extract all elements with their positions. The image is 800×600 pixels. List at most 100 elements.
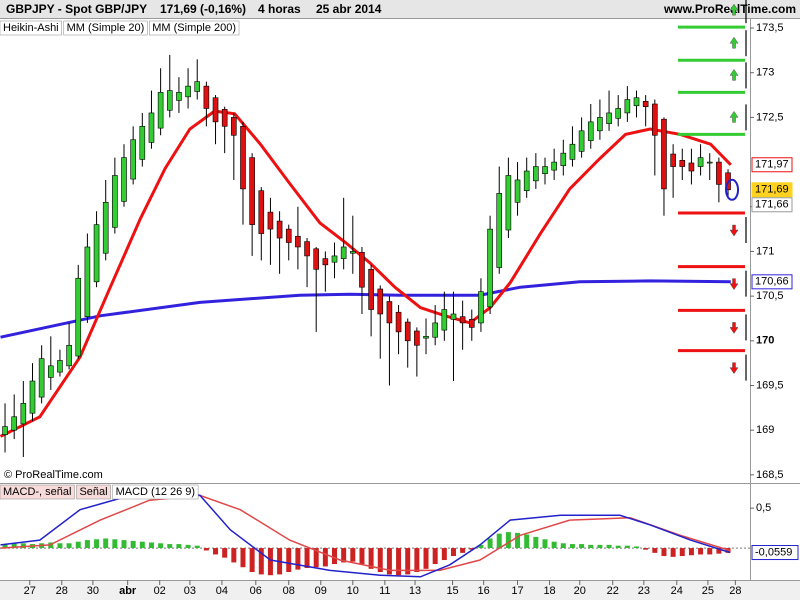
candle-body (29, 380, 36, 414)
candle-body (57, 360, 63, 373)
y-tick-label: 171 (756, 245, 774, 257)
legend-entry: Señal (79, 486, 107, 498)
histogram-bar (75, 541, 81, 549)
histogram-bar (460, 548, 466, 553)
histogram-bar (670, 548, 676, 557)
y-tick-label: 173,5 (756, 22, 784, 34)
candle-body (368, 269, 374, 310)
histogram-bar (341, 548, 347, 563)
candle-body (84, 246, 91, 317)
price-tag: 170,66 (755, 276, 789, 288)
histogram-bar (249, 548, 255, 573)
candle-body (606, 112, 612, 124)
level-arrow (729, 362, 739, 375)
price-tag: 171,66 (755, 199, 789, 211)
histogram-bar (533, 536, 539, 549)
histogram-bar (688, 548, 694, 556)
histogram-bar (414, 548, 420, 573)
histogram-bar (194, 545, 200, 549)
level-arrow (729, 322, 739, 334)
histogram-bar (661, 548, 667, 557)
y-tick-label: 169 (756, 424, 774, 436)
x-tick-label: 03 (184, 585, 196, 597)
histogram-bar (386, 548, 392, 575)
histogram-bar (487, 538, 493, 549)
histogram-bar (707, 548, 713, 555)
candle-body (176, 92, 182, 101)
candle-body (560, 152, 567, 166)
x-tick-label: 04 (216, 585, 228, 597)
candle-body (679, 159, 686, 167)
x-tick-label: 23 (638, 585, 650, 597)
candle-body (112, 175, 118, 228)
histogram-bar (432, 548, 438, 565)
histogram-bar (158, 543, 164, 549)
candle-body (258, 190, 265, 234)
price-tag-box (751, 274, 793, 290)
legend-entry: MACD-, señal (3, 486, 71, 498)
candle-body (432, 322, 438, 338)
candle-body (350, 251, 356, 254)
candle-body (487, 228, 493, 308)
candle-body (414, 330, 420, 346)
candle-body (75, 277, 82, 357)
histogram-bar (469, 548, 475, 550)
histogram-bar (304, 548, 310, 569)
candle-body (2, 426, 8, 435)
price-tag-box (751, 197, 793, 213)
candle-body (221, 109, 228, 127)
legend-box (112, 484, 199, 500)
level-arrow (729, 36, 739, 49)
site: www.ProRealTime.com (663, 2, 796, 16)
candle-body (322, 258, 329, 266)
y-tick-label: 169,5 (756, 379, 784, 391)
candle-body (157, 92, 164, 129)
histogram-bar (103, 538, 109, 549)
histogram-bar (579, 544, 585, 549)
histogram-bar (57, 543, 63, 549)
histogram-bar (185, 544, 191, 549)
level-arrow (729, 110, 739, 123)
x-tick-label: 06 (250, 585, 262, 597)
histogram-bar (450, 548, 456, 557)
candle-body (450, 313, 457, 320)
candle-body (139, 126, 146, 160)
candle-body (38, 358, 45, 398)
histogram-bar (231, 548, 237, 563)
candle-body (231, 117, 237, 136)
candle-body (514, 179, 521, 203)
candle-body (304, 241, 310, 257)
histogram-bar (615, 545, 621, 549)
legend-box (0, 484, 75, 500)
candle-body (542, 166, 548, 175)
x-tick-label: 28 (56, 585, 68, 597)
histogram-bar (258, 548, 264, 575)
candle-body (313, 248, 319, 270)
candle-body (340, 246, 347, 259)
legend-box (149, 20, 240, 36)
price-tag-box (751, 182, 793, 198)
candle-body (533, 166, 539, 182)
candle-body (551, 161, 557, 171)
histogram-bar (359, 548, 365, 565)
histogram-bar (139, 541, 145, 549)
histogram-bar (20, 543, 26, 549)
candle-body (267, 211, 274, 230)
moving-average (0, 109, 732, 438)
timeframe: 4 horas (258, 2, 301, 16)
candle-body (624, 99, 631, 114)
candle-body (468, 319, 475, 328)
candle-body (121, 157, 127, 202)
histogram-bar (322, 548, 328, 567)
x-tick-label: 17 (511, 585, 523, 597)
candle-body (697, 157, 704, 167)
candle-body (597, 117, 603, 132)
candle-body (249, 157, 255, 225)
date: 25 abr 2014 (316, 2, 382, 16)
histogram-bar (606, 544, 612, 549)
x-tick-label: abr (119, 585, 137, 597)
candle-body (377, 288, 384, 315)
candle-body (185, 85, 191, 98)
histogram-bar (176, 544, 182, 549)
